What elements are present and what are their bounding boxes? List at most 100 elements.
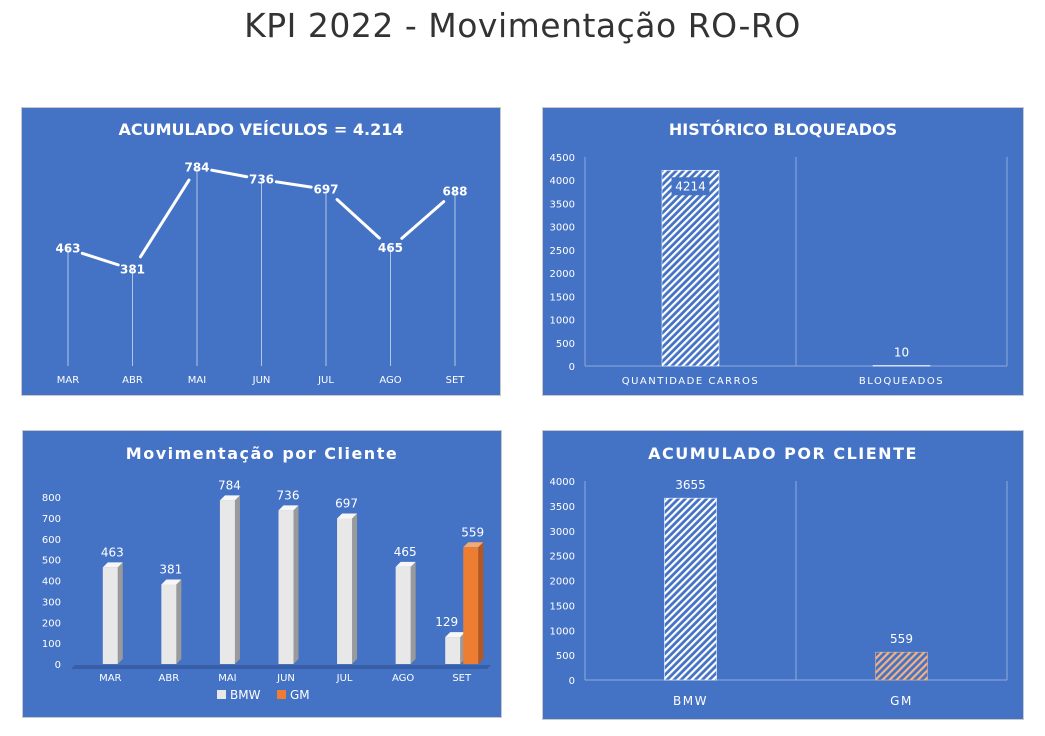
x-tick-label: JUL <box>317 375 334 386</box>
data-label: 697 <box>335 497 358 511</box>
acumulado-cliente-panel: ACUMULADO POR CLIENTE 0 500 1000 1500 2000 250… <box>542 430 1024 720</box>
y-tick-label: 2000 <box>550 577 575 588</box>
series-line-segment <box>400 200 446 240</box>
chart-title: ACUMULADO VEÍCULOS = 4.214 <box>119 120 404 139</box>
y-tick-label: 1000 <box>550 626 575 637</box>
series-line-segment <box>210 168 249 179</box>
legend-label-gm: GM <box>290 688 310 702</box>
x-tick-label: JUN <box>252 375 271 386</box>
x-tick-label: SET <box>452 673 472 684</box>
x-tick-label: JUN <box>276 673 295 684</box>
historico-bloqueados-panel: HISTÓRICO BLOQUEADOS 0 500 1000 1500 2000 2500… <box>542 107 1024 396</box>
data-label: 559 <box>461 525 484 539</box>
x-tick-label: ABR <box>122 375 143 386</box>
bmw-bar-side <box>410 561 416 664</box>
y-tick-label: 4000 <box>550 176 575 187</box>
y-tick-label: 0 <box>569 676 575 687</box>
x-tick-label: SET <box>446 375 466 386</box>
y-tick-label: 800 <box>42 493 61 504</box>
chart-title: ACUMULADO POR CLIENTE <box>648 444 918 463</box>
bmw-bar <box>337 518 353 664</box>
data-label: 381 <box>159 562 182 576</box>
data-label: 784 <box>218 478 241 492</box>
x-tick-label: QUANTIDADE CARROS <box>622 376 760 387</box>
bmw-bar-top <box>337 513 358 519</box>
bmw-bar-top <box>278 505 299 511</box>
y-tick-label: 500 <box>42 556 61 567</box>
bar <box>661 169 720 367</box>
y-tick-label: 1500 <box>550 601 575 612</box>
gm-bar-top <box>463 542 484 548</box>
acumulado-cliente-chart: ACUMULADO POR CLIENTE 0 500 1000 1500 2000 250… <box>550 444 1008 708</box>
bmw-bar-side <box>117 562 123 664</box>
y-tick-label: 4000 <box>550 477 575 488</box>
y-tick-label: 2500 <box>550 552 575 563</box>
bmw-bar <box>445 637 461 664</box>
data-label: 688 <box>442 185 467 199</box>
bar <box>872 365 931 367</box>
data-label: 465 <box>394 545 417 559</box>
y-tick-label: 300 <box>42 597 61 608</box>
data-label-bg <box>671 177 710 196</box>
y-tick-label: 2500 <box>550 246 575 257</box>
acumulado-veiculos-panel: ACUMULADO VEÍCULOS = 4.214 463 381 784 736 69… <box>21 107 501 396</box>
data-label: 381 <box>120 262 145 276</box>
y-tick-label: 1500 <box>550 292 575 303</box>
x-tick-label: AGO <box>379 375 401 386</box>
bmw-bar <box>102 567 118 664</box>
y-tick-label: 600 <box>42 535 61 546</box>
bmw-bar <box>395 566 411 664</box>
y-tick-label: 500 <box>556 339 575 350</box>
data-label: 3655 <box>675 478 706 492</box>
movimentacao-cliente-chart: Movimentação por Cliente 0 100 200 300 400 500… <box>42 444 491 702</box>
chart-title: Movimentação por Cliente <box>126 444 398 463</box>
y-tick-label: 1000 <box>550 316 575 327</box>
y-tick-label: 3000 <box>550 527 575 538</box>
x-tick-label: MAR <box>57 375 79 386</box>
data-label: 697 <box>313 182 338 196</box>
gm-bar <box>875 651 928 681</box>
bmw-bar-side <box>234 495 240 664</box>
y-tick-label: 200 <box>42 618 61 629</box>
bmw-bar <box>219 500 235 664</box>
x-tick-label: ABR <box>159 673 180 684</box>
bmw-bar-side <box>293 505 299 664</box>
bmw-bar <box>161 584 177 664</box>
data-label: 463 <box>101 545 124 559</box>
bmw-bar-side <box>176 579 182 664</box>
acumulado-veiculos-chart: ACUMULADO VEÍCULOS = 4.214 463 381 784 736 69… <box>55 120 467 386</box>
legend-swatch-gm <box>277 690 286 699</box>
y-tick-label: 100 <box>42 639 61 650</box>
data-label: 10 <box>894 346 909 360</box>
bmw-bar-top <box>102 562 123 568</box>
x-tick-label: AGO <box>392 673 414 684</box>
y-tick-label: 3500 <box>550 502 575 513</box>
y-tick-label: 0 <box>55 660 61 671</box>
bmw-bar-top <box>445 632 466 638</box>
gm-bar-side <box>478 542 484 664</box>
y-tick-label: 500 <box>556 651 575 662</box>
page-title: KPI 2022 - Movimentação RO-RO <box>244 6 801 45</box>
y-tick-label: 400 <box>42 577 61 588</box>
bmw-bar-top <box>161 579 182 585</box>
data-label: 463 <box>55 242 80 256</box>
x-tick-label: BMW <box>673 694 708 708</box>
series-line-segment <box>335 198 381 240</box>
data-label: 736 <box>249 173 274 187</box>
y-tick-label: 3500 <box>550 199 575 210</box>
historico-bloqueados-chart: HISTÓRICO BLOQUEADOS 0 500 1000 1500 2000 2500… <box>550 120 1008 387</box>
data-label: 465 <box>378 241 403 255</box>
x-tick-label: JUL <box>336 673 353 684</box>
data-label: 129 <box>435 615 458 629</box>
bmw-bar-side <box>352 513 358 664</box>
legend-label-bmw: BMW <box>230 688 261 702</box>
x-tick-label: MAI <box>188 375 206 386</box>
data-label: 784 <box>184 160 209 174</box>
y-tick-label: 700 <box>42 514 61 525</box>
bmw-bar-top <box>395 561 416 567</box>
floor <box>71 665 491 669</box>
series-line-segment <box>274 180 313 189</box>
gm-bar <box>463 547 479 664</box>
bmw-bar <box>664 497 717 681</box>
series-line-segment <box>80 251 120 267</box>
